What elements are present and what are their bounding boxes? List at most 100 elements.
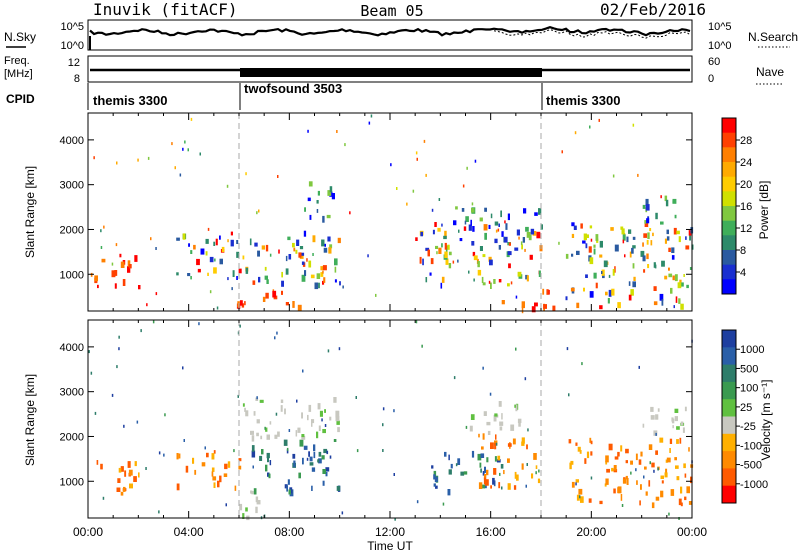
power-cell [425, 173, 427, 177]
velocity-colorbar-tick-label: -100 [740, 440, 762, 452]
power-cell [209, 290, 212, 294]
power-cell [672, 275, 675, 281]
power-cell [473, 255, 478, 261]
power-cell [301, 274, 306, 282]
velocity-cell [267, 456, 269, 463]
power-cell [490, 282, 492, 289]
velocity-cell [185, 465, 189, 473]
velocity-cell [192, 457, 195, 464]
power-cell [245, 172, 247, 176]
power-cell [653, 286, 657, 291]
power-cell [515, 295, 518, 299]
noise-right-label: N.Search [748, 30, 798, 44]
velocity-cell [335, 410, 340, 418]
power-cell [490, 213, 493, 219]
velocity-cell [297, 427, 301, 433]
power-cell [602, 274, 605, 279]
power-cell [488, 280, 491, 284]
velocity-cell [329, 416, 332, 421]
velocity-cell [492, 477, 495, 485]
power-cell [190, 250, 193, 254]
power-cell [540, 224, 543, 230]
frequency-panel: Freq. [MHz] 12 8 60 0 Nave [4, 55, 784, 85]
power-cell [668, 247, 671, 252]
velocity-cell [674, 408, 679, 413]
power-cell [216, 306, 219, 310]
power-cell [97, 284, 99, 289]
velocity-cell [495, 442, 498, 446]
velocity-cell [526, 444, 528, 450]
power-cell [272, 290, 277, 298]
power-cell [589, 225, 593, 229]
power-cell [457, 259, 459, 263]
power-cell [281, 280, 284, 287]
power-cell [574, 131, 577, 135]
velocity-cell [486, 457, 489, 463]
velocity-cell [477, 453, 482, 461]
velocity-cell [570, 460, 574, 465]
velocity-cell [276, 331, 278, 335]
power-cell [434, 222, 437, 227]
power-cell [264, 275, 268, 280]
power-cell [114, 270, 118, 276]
velocity-cell [510, 424, 515, 431]
velocity-cell [651, 462, 655, 468]
power-cell [256, 211, 258, 215]
power-cell [573, 225, 577, 230]
velocity-cell [324, 424, 327, 427]
velocity-cell [621, 504, 624, 507]
power-cell [668, 267, 670, 271]
power-cell [500, 210, 502, 218]
velocity-colorbar-tick-label: 100 [740, 383, 758, 395]
velocity-cell [433, 470, 437, 477]
power-cell [530, 228, 535, 235]
power-cell [644, 221, 649, 227]
power-cell [441, 243, 443, 248]
velocity-cell [338, 347, 341, 351]
power-colorbar-tick-label: 24 [740, 157, 752, 169]
power-cell [612, 174, 615, 178]
power-cell [307, 197, 311, 202]
velocity-colorbar-swatch [722, 399, 736, 417]
velocity-cell [537, 478, 541, 484]
power-cell [174, 166, 176, 170]
power-cell [322, 280, 325, 285]
velocity-cell [309, 462, 314, 466]
velocity-cell [640, 484, 642, 490]
power-cell [331, 193, 335, 200]
power-cell [339, 281, 341, 286]
power-cell [608, 274, 611, 278]
velocity-cell [448, 454, 450, 461]
velocity-cell [469, 425, 473, 432]
power-cell [689, 267, 692, 270]
power-cell [444, 251, 448, 258]
velocity-cell [217, 480, 220, 488]
power-cell [342, 285, 344, 289]
power-cell [521, 244, 523, 250]
power-cell [664, 275, 668, 280]
velocity-cell [152, 320, 155, 324]
power-cell [308, 260, 312, 268]
velocity-cell [158, 451, 161, 455]
power-cell [546, 289, 549, 295]
power-cell [670, 287, 673, 294]
power-cell [306, 258, 308, 262]
power-cell [219, 235, 221, 240]
power-cell [664, 238, 667, 244]
power-cell [595, 282, 598, 289]
velocity-cell [311, 420, 313, 427]
velocity-cell [613, 488, 616, 494]
power-cell [632, 236, 636, 240]
velocity-cell [242, 513, 245, 519]
velocity-colorbar-swatch [722, 416, 736, 435]
velocity-cell [470, 414, 475, 420]
velocity-cell [211, 467, 215, 472]
power-cell [90, 272, 93, 277]
power-cell [585, 274, 588, 278]
velocity-cell [484, 479, 489, 486]
power-cell [285, 302, 289, 306]
velocity-cell [590, 451, 593, 456]
velocity-colorbar-swatch [722, 364, 736, 383]
power-cell [441, 223, 443, 227]
power-ylabel: Slant Range [km] [23, 166, 37, 258]
